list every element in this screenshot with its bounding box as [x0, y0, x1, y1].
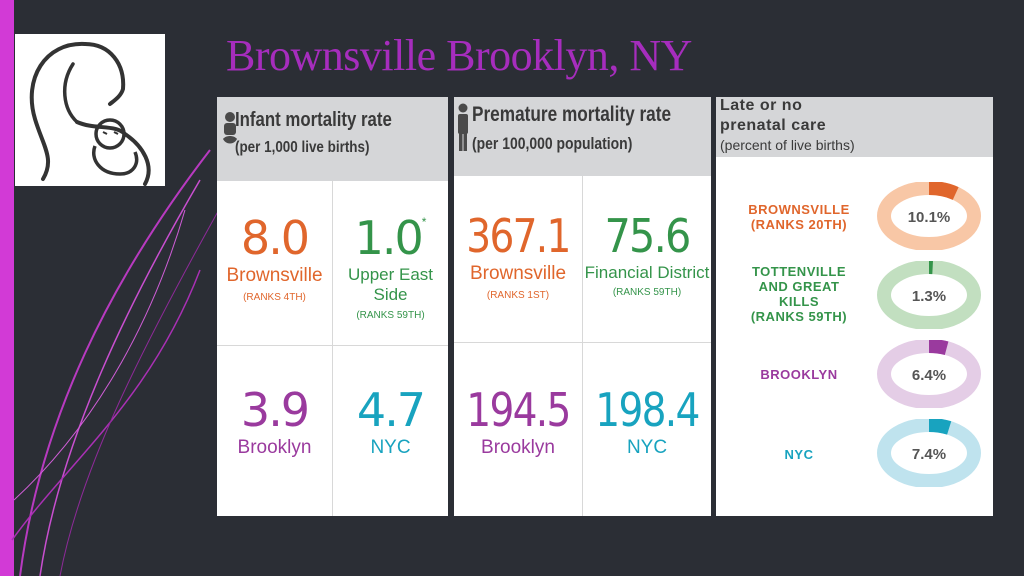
- donut-value-arc: [928, 419, 952, 435]
- infant-brooklyn-value: 3.9: [240, 383, 310, 437]
- prenatal-label-tottenville: TOTTENVILLE AND GREAT KILLS (RANKS 59TH): [724, 264, 874, 324]
- infant-ues-star: *: [421, 215, 427, 229]
- premature-nyc-cell: 198.4 NYC: [583, 387, 711, 460]
- donut-value-label: 10.1%: [908, 209, 951, 226]
- infant-mortality-header: Infant mortality rate (per 1,000 live bi…: [217, 97, 448, 181]
- prenatal-label-line: (RANKS 20TH): [750, 217, 848, 232]
- prenatal-label-brooklyn: BROOKLYN: [724, 367, 874, 382]
- premature-brooklyn-cell: 194.5 Brooklyn: [454, 387, 582, 460]
- donut-center: [892, 196, 966, 236]
- accent-bar: [0, 0, 14, 576]
- donut-center: [892, 433, 966, 473]
- prenatal-title-line2: prenatal care: [720, 117, 827, 134]
- slide-title: Brownsville Brooklyn, NY: [226, 31, 692, 80]
- person-icon: [458, 103, 468, 151]
- divider: [454, 342, 711, 343]
- donut-value-label: 6.4%: [912, 367, 946, 384]
- prenatal-label-line: (RANKS 59TH): [750, 309, 848, 324]
- divider: [332, 181, 333, 516]
- prenatal-donut-nyc: 7.4%: [877, 419, 981, 487]
- infant-brooklyn-cell: 3.9 Brooklyn: [217, 387, 332, 460]
- premature-mortality-panel: Premature mortality rate (per 100,000 po…: [454, 97, 711, 516]
- infant-ues-value-wrap: 1.0*: [333, 215, 448, 261]
- prenatal-care-panel: Late or no prenatal care (percent of liv…: [716, 97, 993, 516]
- infant-mortality-panel: Infant mortality rate (per 1,000 live bi…: [217, 97, 448, 516]
- donut-center: [892, 354, 966, 394]
- prenatal-care-header: Late or no prenatal care (percent of liv…: [716, 97, 993, 157]
- infant-ues-rank: (RANKS 59TH): [356, 309, 425, 321]
- infant-ues-cell: 1.0* Upper East Side (RANKS 59TH): [333, 215, 448, 321]
- donut-value-arc: [928, 182, 959, 200]
- prenatal-label-nyc: NYC: [724, 447, 874, 462]
- infant-mortality-subtitle: (per 1,000 live births): [235, 139, 370, 156]
- infant-nyc-label: NYC: [370, 437, 411, 458]
- premature-brownsville-label: Brownsville: [469, 263, 567, 284]
- logo: [15, 34, 165, 186]
- infant-mortality-title: Infant mortality rate: [235, 109, 392, 131]
- mother-and-baby-logo-icon: [29, 41, 151, 186]
- prenatal-label-brownsville: BROWNSVILLE (RANKS 20TH): [724, 202, 874, 232]
- prenatal-title-line1: Late or no: [720, 97, 803, 114]
- infant-brownsville-rank: (RANKS 4TH): [243, 291, 306, 303]
- decorative-swoosh: [11, 149, 231, 576]
- infant-nyc-value: 4.7: [356, 383, 426, 437]
- premature-nyc-label: NYC: [626, 437, 668, 458]
- premature-brooklyn-label: Brooklyn: [481, 437, 555, 458]
- donut-value-label: 1.3%: [912, 288, 946, 305]
- prenatal-label-line: BROOKLYN: [760, 367, 838, 382]
- prenatal-donut-brooklyn: 6.4%: [877, 340, 981, 408]
- infant-brownsville-cell: 8.0 Brownsville (RANKS 4TH): [217, 215, 332, 303]
- prenatal-label-line: BROWNSVILLE: [748, 202, 850, 217]
- divider: [582, 176, 583, 516]
- prenatal-label-line: KILLS: [778, 294, 820, 309]
- infant-nyc-cell: 4.7 NYC: [333, 387, 448, 460]
- prenatal-label-line: AND GREAT: [758, 279, 840, 294]
- baby-icon: [223, 112, 237, 144]
- infant-brownsville-value: 8.0: [240, 211, 310, 265]
- premature-financial-cell: 75.6 Financial District (RANKS 59TH): [583, 213, 711, 298]
- donut-value-label: 7.4%: [912, 446, 946, 463]
- infant-brownsville-label: Brownsville: [226, 265, 323, 286]
- prenatal-donut-brownsville: 10.1%: [877, 182, 981, 250]
- premature-nyc-value: 198.4: [595, 383, 700, 437]
- infant-ues-value: 1.0: [354, 211, 424, 265]
- premature-brownsville-rank: (RANKS 1ST): [486, 289, 550, 301]
- premature-financial-rank: (RANKS 59TH): [612, 287, 682, 299]
- prenatal-label-line: TOTTENVILLE: [751, 264, 847, 279]
- premature-brownsville-cell: 367.1 Brownsville (RANKS 1ST): [454, 213, 582, 301]
- premature-mortality-title: Premature mortality rate: [472, 103, 672, 126]
- infant-ues-label: Upper East Side: [347, 265, 434, 305]
- premature-financial-label: Financial District: [584, 263, 710, 282]
- prenatal-donut-tottenville: 1.3%: [877, 261, 981, 329]
- infant-brooklyn-label: Brooklyn: [237, 437, 312, 458]
- premature-mortality-subtitle: (per 100,000 population): [472, 134, 633, 153]
- prenatal-subtitle: (percent of live births): [720, 137, 855, 153]
- divider: [217, 345, 448, 346]
- prenatal-label-line: NYC: [784, 447, 814, 462]
- donut-center: [892, 275, 966, 315]
- premature-brooklyn-value: 194.5: [466, 383, 571, 437]
- donut-value-arc: [928, 340, 949, 356]
- premature-financial-value: 75.6: [604, 209, 692, 263]
- premature-mortality-header: Premature mortality rate (per 100,000 po…: [454, 97, 711, 176]
- premature-brownsville-value: 367.1: [466, 209, 571, 263]
